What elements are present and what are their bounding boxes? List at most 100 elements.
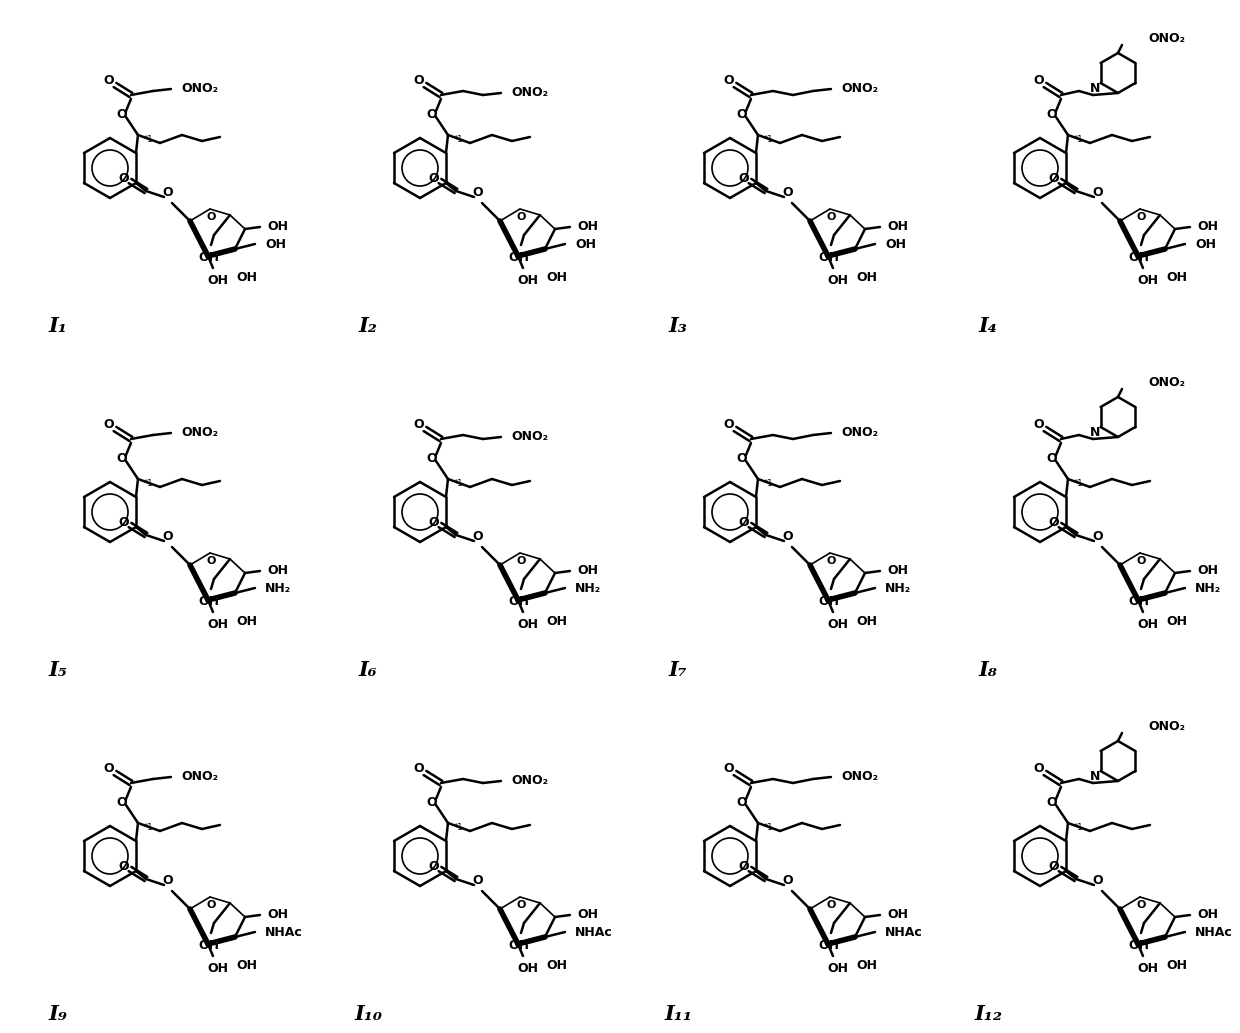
Text: NHAc: NHAc bbox=[1195, 926, 1233, 939]
Text: OH: OH bbox=[885, 238, 906, 250]
Text: O: O bbox=[826, 900, 836, 910]
Text: O: O bbox=[1034, 74, 1044, 88]
Text: OH: OH bbox=[827, 618, 848, 631]
Text: *1: *1 bbox=[144, 134, 154, 144]
Text: OH: OH bbox=[207, 618, 228, 631]
Text: O: O bbox=[1136, 556, 1146, 566]
Text: OH: OH bbox=[577, 220, 598, 233]
Text: OH: OH bbox=[857, 615, 878, 628]
Text: ONO₂: ONO₂ bbox=[841, 771, 878, 783]
Text: OH: OH bbox=[198, 595, 219, 608]
Text: O: O bbox=[1049, 859, 1059, 873]
Text: O: O bbox=[117, 795, 128, 809]
Text: O: O bbox=[104, 762, 114, 776]
Text: *1: *1 bbox=[1074, 822, 1084, 832]
Text: OH: OH bbox=[207, 274, 228, 287]
Text: O: O bbox=[724, 74, 734, 88]
Text: OH: OH bbox=[267, 908, 288, 921]
Text: OH: OH bbox=[1195, 238, 1216, 250]
Text: OH: OH bbox=[827, 274, 848, 287]
Text: I₃: I₃ bbox=[668, 316, 687, 336]
Text: OH: OH bbox=[198, 939, 219, 952]
Text: O: O bbox=[104, 74, 114, 88]
Text: O: O bbox=[782, 875, 794, 887]
Text: I₆: I₆ bbox=[358, 660, 377, 680]
Text: NHAc: NHAc bbox=[265, 926, 303, 939]
Text: OH: OH bbox=[547, 615, 568, 628]
Text: OH: OH bbox=[517, 274, 538, 287]
Text: O: O bbox=[737, 795, 748, 809]
Text: O: O bbox=[162, 187, 174, 199]
Text: I₁: I₁ bbox=[48, 316, 67, 336]
Text: O: O bbox=[1092, 187, 1104, 199]
Text: *1: *1 bbox=[1074, 134, 1084, 144]
Text: OH: OH bbox=[265, 238, 286, 250]
Text: O: O bbox=[206, 556, 216, 566]
Text: O: O bbox=[782, 531, 794, 543]
Text: ONO₂: ONO₂ bbox=[841, 427, 878, 439]
Text: O: O bbox=[516, 556, 526, 566]
Text: O: O bbox=[1092, 531, 1104, 543]
Text: O: O bbox=[826, 212, 836, 222]
Text: OH: OH bbox=[577, 564, 598, 577]
Text: O: O bbox=[782, 187, 794, 199]
Text: O: O bbox=[1136, 900, 1146, 910]
Text: NHAc: NHAc bbox=[885, 926, 923, 939]
Text: OH: OH bbox=[198, 251, 219, 264]
Text: OH: OH bbox=[577, 908, 598, 921]
Text: *1: *1 bbox=[454, 134, 464, 144]
Text: *1: *1 bbox=[764, 134, 774, 144]
Text: O: O bbox=[117, 107, 128, 121]
Text: ONO₂: ONO₂ bbox=[1148, 32, 1185, 45]
Text: *1: *1 bbox=[144, 822, 154, 832]
Text: OH: OH bbox=[508, 251, 529, 264]
Text: OH: OH bbox=[517, 618, 538, 631]
Text: O: O bbox=[516, 900, 526, 910]
Text: *1: *1 bbox=[764, 822, 774, 832]
Text: OH: OH bbox=[575, 238, 596, 250]
Text: ONO₂: ONO₂ bbox=[511, 87, 548, 99]
Text: O: O bbox=[739, 171, 749, 185]
Text: N: N bbox=[1090, 770, 1100, 783]
Text: OH: OH bbox=[237, 959, 258, 972]
Text: O: O bbox=[206, 212, 216, 222]
Text: O: O bbox=[429, 515, 439, 529]
Text: OH: OH bbox=[1128, 939, 1149, 952]
Text: OH: OH bbox=[1137, 962, 1158, 975]
Text: OH: OH bbox=[1167, 959, 1188, 972]
Text: O: O bbox=[119, 859, 129, 873]
Text: NH₂: NH₂ bbox=[1195, 582, 1221, 595]
Text: OH: OH bbox=[547, 271, 568, 284]
Text: OH: OH bbox=[267, 220, 288, 233]
Text: OH: OH bbox=[1128, 251, 1149, 264]
Text: I₉: I₉ bbox=[48, 1004, 67, 1024]
Text: OH: OH bbox=[517, 962, 538, 975]
Text: ONO₂: ONO₂ bbox=[181, 771, 218, 783]
Text: OH: OH bbox=[1197, 220, 1218, 233]
Text: I₁₁: I₁₁ bbox=[663, 1004, 692, 1024]
Text: O: O bbox=[472, 187, 484, 199]
Text: NHAc: NHAc bbox=[575, 926, 613, 939]
Text: OH: OH bbox=[857, 271, 878, 284]
Text: O: O bbox=[737, 107, 748, 121]
Text: ONO₂: ONO₂ bbox=[511, 431, 548, 443]
Text: ONO₂: ONO₂ bbox=[1148, 376, 1185, 389]
Text: O: O bbox=[1049, 515, 1059, 529]
Text: I₁₂: I₁₂ bbox=[973, 1004, 1002, 1024]
Text: I₂: I₂ bbox=[358, 316, 377, 336]
Text: OH: OH bbox=[818, 939, 839, 952]
Text: I₇: I₇ bbox=[668, 660, 687, 680]
Text: OH: OH bbox=[267, 564, 288, 577]
Text: O: O bbox=[119, 515, 129, 529]
Text: ONO₂: ONO₂ bbox=[181, 427, 218, 439]
Text: OH: OH bbox=[207, 962, 228, 975]
Text: O: O bbox=[162, 875, 174, 887]
Text: O: O bbox=[414, 74, 424, 88]
Text: O: O bbox=[826, 556, 836, 566]
Text: *1: *1 bbox=[1074, 478, 1084, 488]
Text: O: O bbox=[516, 212, 526, 222]
Text: OH: OH bbox=[887, 220, 908, 233]
Text: OH: OH bbox=[1137, 618, 1158, 631]
Text: O: O bbox=[1049, 171, 1059, 185]
Text: ONO₂: ONO₂ bbox=[511, 775, 548, 787]
